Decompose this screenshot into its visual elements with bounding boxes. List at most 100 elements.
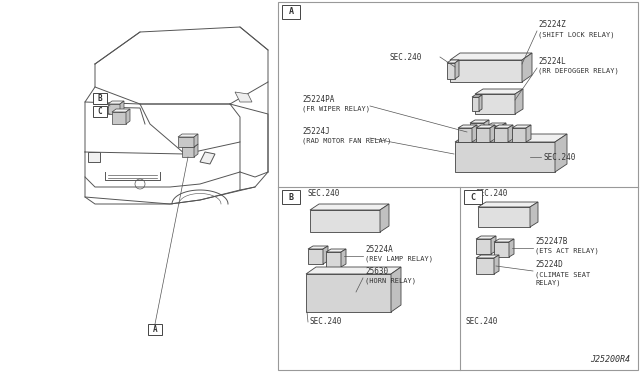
Bar — [464, 190, 482, 204]
Polygon shape — [490, 125, 495, 142]
Text: C: C — [470, 192, 476, 202]
Polygon shape — [308, 249, 323, 264]
Text: B: B — [98, 94, 102, 103]
Polygon shape — [326, 252, 341, 267]
Text: J25200R4: J25200R4 — [590, 355, 630, 364]
Text: C: C — [98, 107, 102, 116]
Bar — [282, 190, 300, 204]
Polygon shape — [508, 125, 513, 142]
Polygon shape — [475, 89, 523, 94]
Polygon shape — [458, 125, 477, 128]
Polygon shape — [391, 267, 401, 312]
Text: (ETS ACT RELAY): (ETS ACT RELAY) — [535, 248, 599, 254]
Polygon shape — [200, 152, 215, 164]
Text: 25224L: 25224L — [538, 57, 566, 66]
Polygon shape — [478, 207, 530, 227]
Bar — [148, 324, 162, 335]
Polygon shape — [326, 249, 346, 252]
Polygon shape — [494, 242, 509, 257]
Text: (HORN RELAY): (HORN RELAY) — [365, 278, 416, 285]
Text: (CLIMATE SEAT: (CLIMATE SEAT — [535, 271, 590, 278]
Bar — [278, 2, 638, 370]
Polygon shape — [308, 246, 328, 249]
Polygon shape — [380, 204, 389, 232]
Polygon shape — [484, 120, 489, 137]
Polygon shape — [306, 267, 401, 274]
Polygon shape — [472, 125, 477, 142]
Polygon shape — [512, 128, 526, 142]
Polygon shape — [323, 246, 328, 264]
Polygon shape — [476, 255, 499, 258]
Polygon shape — [108, 104, 120, 114]
Polygon shape — [120, 101, 124, 114]
Polygon shape — [310, 204, 389, 210]
Polygon shape — [555, 134, 567, 172]
Text: RELAY): RELAY) — [535, 279, 561, 285]
Polygon shape — [512, 125, 531, 128]
Bar — [93, 106, 107, 117]
Text: 25224A: 25224A — [365, 245, 393, 254]
Polygon shape — [476, 239, 491, 254]
Polygon shape — [487, 126, 501, 140]
Text: 252247B: 252247B — [535, 237, 568, 246]
Polygon shape — [450, 53, 532, 60]
Text: 25224PA: 25224PA — [302, 95, 334, 104]
Text: (REV LAMP RELAY): (REV LAMP RELAY) — [365, 256, 433, 263]
Polygon shape — [483, 143, 497, 157]
Polygon shape — [476, 128, 490, 142]
Polygon shape — [472, 97, 479, 111]
Polygon shape — [467, 137, 486, 140]
Polygon shape — [487, 123, 506, 126]
Text: B: B — [289, 192, 294, 202]
Polygon shape — [494, 125, 513, 128]
Polygon shape — [470, 120, 489, 123]
Bar — [282, 5, 300, 19]
Polygon shape — [494, 255, 499, 274]
Polygon shape — [341, 249, 346, 267]
Polygon shape — [494, 239, 514, 242]
Text: A: A — [289, 7, 294, 16]
Polygon shape — [112, 112, 126, 124]
Text: SEC.240: SEC.240 — [310, 317, 342, 327]
Polygon shape — [478, 202, 538, 207]
Polygon shape — [476, 125, 495, 128]
Text: SEC.240: SEC.240 — [308, 189, 340, 199]
Polygon shape — [455, 134, 567, 142]
Polygon shape — [467, 140, 481, 154]
Polygon shape — [178, 137, 194, 147]
Polygon shape — [455, 142, 555, 172]
Polygon shape — [310, 210, 380, 232]
Text: SEC.240: SEC.240 — [543, 153, 575, 161]
Polygon shape — [108, 101, 124, 104]
Polygon shape — [450, 60, 522, 82]
Polygon shape — [178, 134, 198, 137]
Polygon shape — [194, 134, 198, 147]
Polygon shape — [472, 95, 482, 97]
Polygon shape — [458, 128, 472, 142]
Polygon shape — [497, 140, 502, 157]
Text: (RAD MOTOR FAN RELAY): (RAD MOTOR FAN RELAY) — [302, 138, 391, 144]
Text: (SHIFT LOCK RELAY): (SHIFT LOCK RELAY) — [538, 31, 614, 38]
Polygon shape — [491, 236, 496, 254]
Text: A: A — [153, 326, 157, 334]
Text: 25224J: 25224J — [302, 127, 330, 136]
Polygon shape — [509, 239, 514, 257]
Polygon shape — [470, 123, 484, 137]
Polygon shape — [476, 236, 496, 239]
Polygon shape — [306, 274, 391, 312]
Text: (RR DEFOGGER RELAY): (RR DEFOGGER RELAY) — [538, 68, 619, 74]
Polygon shape — [483, 140, 502, 143]
Text: 25630: 25630 — [365, 267, 388, 276]
Polygon shape — [112, 109, 130, 112]
Text: (FR WIPER RELAY): (FR WIPER RELAY) — [302, 106, 370, 112]
Polygon shape — [182, 147, 194, 157]
Bar — [93, 93, 107, 104]
Polygon shape — [515, 89, 523, 114]
Polygon shape — [235, 92, 252, 102]
Text: 25224Z: 25224Z — [538, 20, 566, 29]
Polygon shape — [481, 137, 486, 154]
Polygon shape — [494, 128, 508, 142]
Polygon shape — [501, 123, 506, 140]
Polygon shape — [526, 125, 531, 142]
Polygon shape — [126, 109, 130, 124]
